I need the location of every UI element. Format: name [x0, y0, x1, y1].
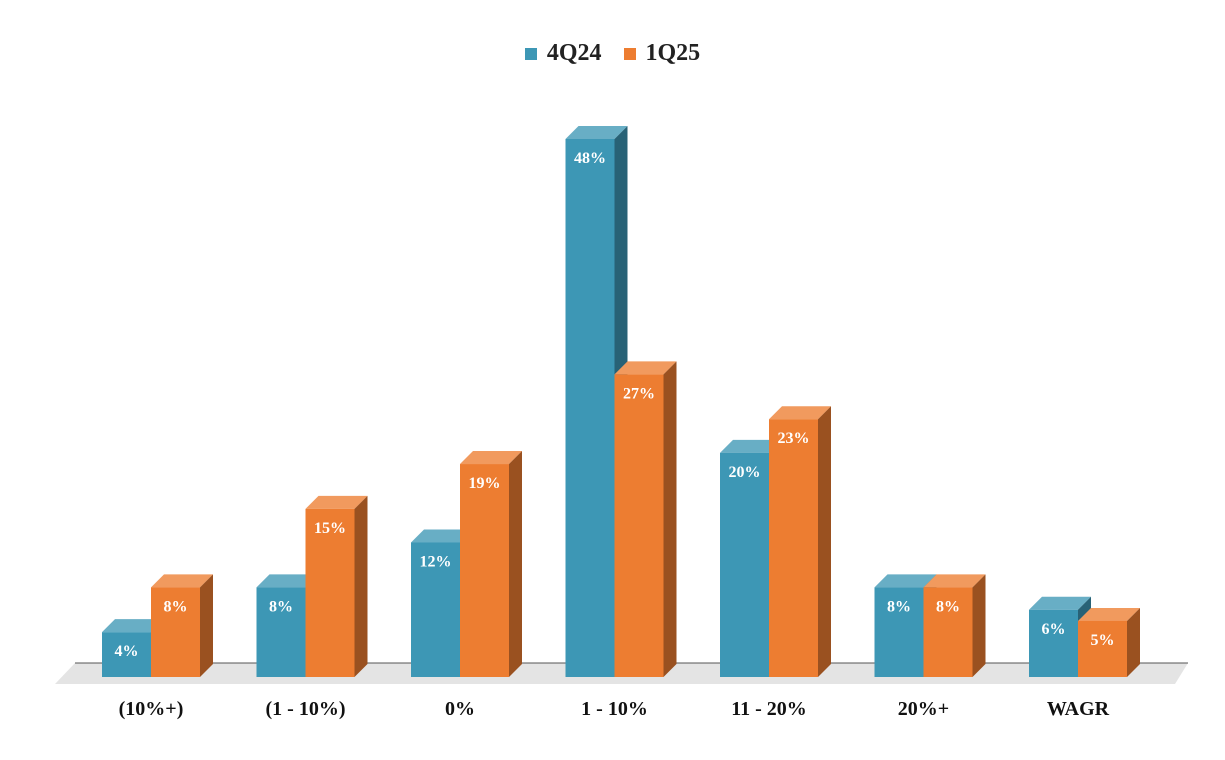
bar-side — [200, 574, 213, 677]
bar-front — [151, 587, 200, 677]
legend-item-1q25: 1Q25 — [623, 40, 701, 67]
data-label-1q25-6: 5% — [1091, 632, 1115, 649]
bar-top — [923, 574, 986, 588]
data-label-1q25-0: 8% — [164, 598, 188, 615]
category-label-6: WAGR — [1047, 698, 1110, 720]
data-label-4q24-4: 20% — [729, 464, 761, 481]
data-label-4q24-5: 8% — [887, 598, 911, 615]
bar-front — [923, 587, 973, 677]
bar-front — [1078, 620, 1127, 677]
bar-top — [102, 619, 164, 633]
bar-side — [818, 406, 831, 677]
category-label-2: 0% — [445, 698, 475, 720]
data-label-4q24-3: 48% — [574, 150, 606, 167]
data-label-1q25-3: 27% — [623, 385, 655, 402]
bar-front — [256, 587, 306, 677]
bar-top — [1029, 596, 1091, 610]
bar-1q25-0 — [151, 574, 213, 677]
data-label-1q25-5: 8% — [936, 598, 960, 615]
bar-front — [769, 419, 818, 677]
bar-top — [614, 361, 677, 375]
data-label-4q24-6: 6% — [1042, 621, 1066, 638]
category-label-0: (10%+) — [119, 698, 184, 720]
bar-1q25-5 — [923, 574, 986, 677]
bar-1q25-6 — [1078, 607, 1140, 677]
bar-side — [354, 495, 368, 677]
data-label-1q25-2: 19% — [469, 475, 501, 492]
bar-front — [1029, 609, 1078, 677]
bar-side — [509, 451, 522, 677]
legend-label-4q24: 4Q24 — [546, 40, 602, 66]
bar-front — [102, 632, 151, 677]
bar-front — [874, 587, 924, 677]
category-label-3: 1 - 10% — [581, 698, 648, 720]
bar-top — [411, 529, 473, 543]
data-label-1q25-4: 23% — [778, 430, 810, 447]
data-label-4q24-1: 8% — [269, 598, 293, 615]
bar-top — [720, 439, 782, 453]
bar-side — [972, 574, 986, 677]
bar-front — [565, 139, 615, 677]
category-label-4: 11 - 20% — [731, 698, 807, 720]
data-label-4q24-0: 4% — [115, 643, 139, 660]
category-label-1: (1 - 10%) — [266, 698, 346, 720]
bar-1q25-3 — [614, 361, 677, 677]
legend-swatch-4q24 — [524, 47, 537, 60]
legend-swatch-1q25 — [623, 47, 636, 60]
bar-top — [305, 495, 368, 509]
bar-front — [411, 542, 460, 677]
bar-top — [1078, 607, 1140, 621]
data-label-1q25-1: 15% — [314, 520, 346, 537]
bar-side — [663, 361, 677, 677]
legend: 4Q24 1Q25 — [0, 40, 1225, 67]
bar-top — [769, 406, 831, 420]
bar-side — [1127, 607, 1140, 677]
bar-1q25-1 — [305, 495, 368, 677]
legend-item-4q24: 4Q24 — [524, 40, 602, 67]
bar-top — [151, 574, 213, 588]
bar-1q25-2 — [460, 451, 522, 677]
bar-top — [460, 451, 522, 465]
legend-label-1q25: 1Q25 — [645, 40, 701, 66]
bar-top — [565, 126, 628, 139]
bar-top — [874, 574, 937, 588]
bar-front — [720, 452, 769, 677]
bar-front — [460, 464, 509, 677]
bar-front — [614, 374, 664, 677]
bar-1q25-4 — [769, 406, 831, 677]
bar-4q24-3 — [565, 126, 628, 677]
category-label-5: 20%+ — [898, 698, 949, 720]
data-label-4q24-2: 12% — [420, 554, 452, 571]
bar-front — [305, 508, 355, 677]
bar-top — [256, 574, 319, 588]
